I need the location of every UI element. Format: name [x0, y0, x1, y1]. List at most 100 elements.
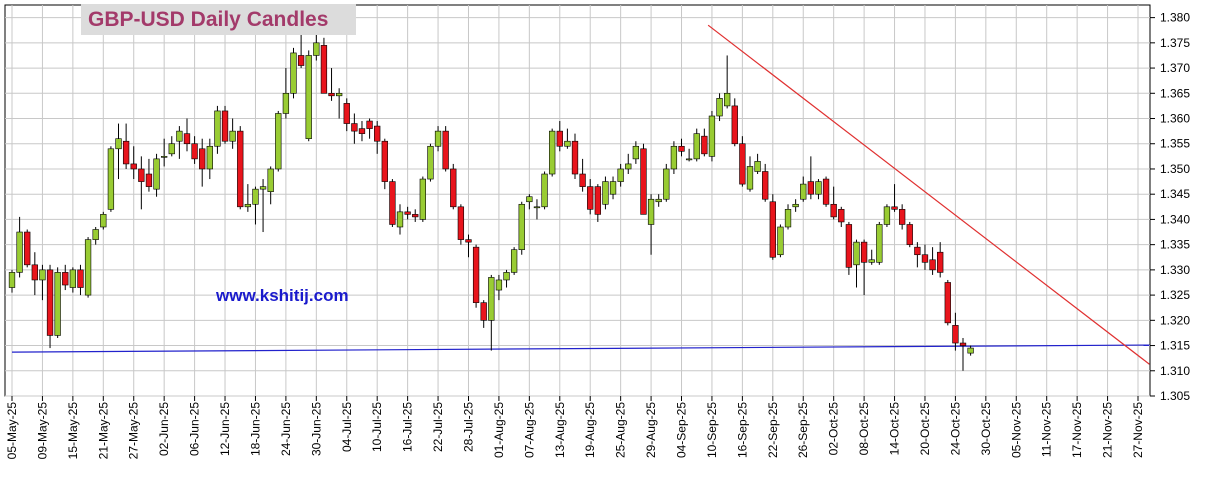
axes: 1.305 1.310 1.315 1.320 1.325 1.330 1.335 1.340… [5, 11, 1190, 460]
candle-body [746, 166, 754, 190]
candle-body [24, 231, 31, 266]
candle-body [708, 115, 716, 157]
candle-body [138, 168, 145, 182]
candle-body [343, 103, 350, 124]
candle-body [16, 231, 23, 273]
plot-area [4, 4, 1151, 397]
candle-body [754, 161, 761, 172]
candle-body [891, 206, 898, 210]
x-tick-label: 17-Nov-25 [1070, 402, 1084, 458]
candle-body [320, 45, 328, 94]
x-tick-label: 13-Aug-25 [553, 402, 567, 458]
candle-body [297, 55, 305, 66]
x-tick-label: 10-Jul-25 [370, 402, 384, 452]
candle-body [541, 173, 548, 208]
candle-body [800, 183, 807, 200]
x-tick-label: 01-Aug-25 [492, 402, 506, 458]
candle-body [442, 130, 449, 170]
x-tick-label: 27-Nov-25 [1131, 402, 1145, 458]
candle-body [183, 133, 191, 145]
candle-body [92, 229, 99, 240]
x-tick-label: 20-Oct-25 [918, 402, 932, 456]
x-tick-label: 05-May-25 [5, 402, 19, 460]
candle-body [883, 206, 891, 225]
candle-body [602, 181, 609, 205]
candle-body [39, 269, 46, 281]
candle-body [838, 209, 845, 223]
title-box [81, 4, 356, 35]
candle-body [898, 209, 906, 225]
candle-body [100, 214, 107, 228]
x-tick-label: 04-Sep-25 [675, 402, 689, 458]
candle-body [830, 203, 837, 218]
candle-body [952, 325, 959, 344]
candle-body [69, 269, 77, 288]
candle-body [868, 259, 875, 263]
candle-body [967, 347, 974, 354]
candle-body [769, 201, 776, 258]
candle-body [358, 128, 366, 134]
x-tick-label: 16-Jul-25 [401, 402, 415, 452]
candle-body [670, 145, 678, 170]
candle-body [244, 203, 252, 208]
x-tick-label: 04-Jul-25 [340, 402, 354, 452]
candle-body [784, 209, 792, 228]
x-tick-label: 30-Jun-25 [309, 402, 323, 456]
candle-body [587, 186, 594, 210]
x-tick-label: 16-Sep-25 [735, 402, 749, 458]
y-tick-label: 1.315 [1160, 339, 1190, 353]
candle-body [556, 130, 563, 147]
candle-body [647, 198, 655, 225]
x-tick-label: 10-Sep-25 [705, 402, 719, 458]
y-tick-label: 1.360 [1160, 112, 1190, 126]
y-tick-label: 1.305 [1160, 389, 1190, 403]
candle-body [685, 158, 693, 161]
candle-body [145, 173, 153, 187]
y-tick-label: 1.350 [1160, 162, 1190, 176]
candle-body [237, 130, 244, 208]
x-tick-label: 02-Oct-25 [827, 402, 841, 456]
candle-body [31, 264, 38, 281]
candle-body [328, 92, 335, 97]
x-tick-label: 09-May-25 [35, 402, 49, 460]
candle-body [259, 186, 267, 190]
x-tick-label: 11-Nov-25 [1040, 402, 1054, 457]
candle-body [412, 214, 419, 218]
candle-body [937, 251, 944, 273]
candle-body [777, 226, 784, 256]
candle-body [267, 168, 274, 192]
candle-body [77, 269, 84, 288]
candle-body [457, 206, 465, 240]
candle-body [396, 211, 404, 228]
candle-body [389, 181, 396, 225]
candle-body [815, 181, 822, 195]
x-tick-label: 19-Aug-25 [583, 402, 597, 458]
candle-body [46, 269, 54, 336]
y-tick-label: 1.310 [1160, 364, 1190, 378]
candle-body [739, 143, 746, 185]
candle-body [351, 123, 358, 132]
candle-body [161, 156, 168, 158]
candle-body [876, 224, 883, 263]
x-tick-label: 12-Jun-25 [218, 402, 232, 456]
x-tick-label: 07-Aug-25 [522, 402, 536, 458]
candle-body [450, 168, 457, 208]
x-tick-label: 30-Oct-25 [979, 402, 993, 456]
x-tick-label: 06-Jun-25 [188, 402, 202, 456]
candle-body [822, 178, 830, 205]
x-tick-label: 08-Oct-25 [857, 402, 871, 456]
candle-body [526, 196, 533, 203]
candle-body [122, 140, 130, 165]
trend-line [11, 344, 1150, 353]
candle-body [107, 148, 115, 210]
x-tick-label: 24-Jun-25 [279, 402, 293, 456]
candle-body [914, 246, 921, 256]
candle-body [693, 133, 700, 160]
candle-body [168, 143, 175, 155]
candle-body [929, 259, 936, 271]
candle-body [510, 249, 518, 273]
candle-body [488, 277, 495, 321]
candle-body [480, 302, 487, 321]
